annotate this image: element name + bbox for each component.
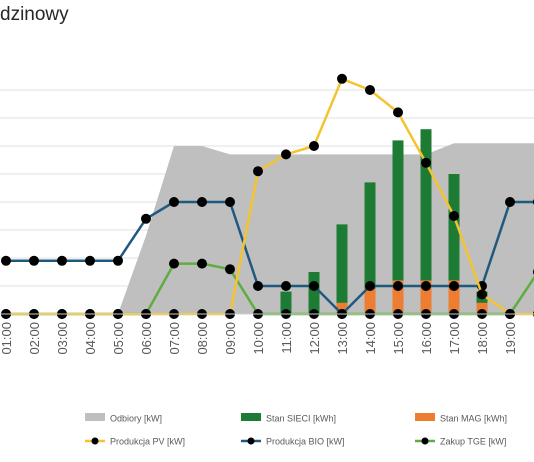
bar-stan-mag [336,302,348,314]
point-produkcja-pv [477,289,487,300]
x-tick-label: 12:00 [307,322,322,355]
point-produkcja-pv [365,85,375,95]
area-odbiory [118,143,534,314]
legend-marker [91,437,99,445]
x-tick-label: 01:00 [0,322,14,355]
point-produkcja-pv [449,211,459,221]
x-tick-label: 07:00 [167,322,182,355]
x-tick-label: 13:00 [335,322,350,355]
point-produkcja-bio [393,281,403,291]
point-produkcja-bio [57,255,67,266]
bar-stan-sieci [392,140,404,314]
x-tick-label: 16:00 [419,322,434,355]
legend-label: Produkcja BIO [kW] [266,437,345,447]
bar-stan-sieci [420,129,432,314]
x-tick-label: 08:00 [195,322,210,355]
bar-stan-mag [448,280,460,314]
point-produkcja-pv [421,157,431,168]
legend-marker [247,437,255,445]
x-tick-label: 14:00 [363,322,378,355]
point-produkcja-bio [169,197,179,207]
x-tick-label: 10:00 [251,322,266,355]
bar-stan-mag [476,302,488,314]
point-produkcja-bio [197,197,207,207]
point-produkcja-bio [281,281,291,291]
point-produkcja-bio [29,255,39,266]
point-produkcja-pv [337,73,347,84]
point-zakup-tge [197,258,207,269]
legend-swatch [415,413,435,421]
point-produkcja-bio [85,255,95,266]
point-produkcja-pv [281,149,291,160]
point-produkcja-bio [253,281,263,291]
legend-swatch [85,413,105,421]
point-produkcja-pv [393,107,403,118]
x-tick-label: 02:00 [27,322,42,355]
x-tick-label: 09:00 [223,322,238,355]
bar-stan-mag [420,280,432,314]
legend-label: Stan SIECI [kWh] [266,414,336,424]
point-produkcja-bio [421,281,431,291]
chart-title: dzinowy [0,4,69,25]
point-zakup-tge [169,258,179,269]
point-produkcja-bio [365,281,375,291]
point-produkcja-bio [309,281,319,291]
x-tick-label: 03:00 [55,322,70,355]
x-tick-label: 05:00 [111,322,126,355]
point-zakup-tge [225,264,235,275]
legend-swatch [241,413,261,421]
point-produkcja-bio [225,197,235,207]
point-produkcja-bio [1,255,11,266]
legend-label: Odbiory [kW] [110,414,162,424]
legend-label: Produkcja PV [kW] [110,437,185,447]
bar-stan-mag [364,288,376,314]
point-produkcja-pv [309,141,319,151]
x-tick-label: 15:00 [391,322,406,355]
legend-label: Stan MAG [kWh] [440,414,507,424]
x-tick-label: 19:00 [503,322,518,355]
x-tick-label: 17:00 [447,322,462,355]
bar-stan-sieci [336,224,348,314]
x-tick-label: 06:00 [139,322,154,355]
x-tick-label: 11:00 [279,322,294,354]
x-tick-label: 04:00 [83,322,98,355]
point-produkcja-pv [253,166,263,177]
legend-label: Zakup TGE [kW] [440,437,506,447]
bar-stan-sieci [280,291,292,314]
bar-stan-mag [392,280,404,314]
x-tick-label: 20:00 [531,322,534,355]
x-tick-label: 18:00 [475,322,490,355]
legend-marker [421,437,429,445]
bar-stan-sieci [308,272,320,314]
bar-stan-sieci [448,174,460,314]
point-produkcja-bio [141,213,151,224]
bar-stan-sieci [364,182,376,314]
point-produkcja-bio [449,281,459,291]
point-produkcja-bio [505,197,515,207]
point-produkcja-bio [113,255,123,266]
